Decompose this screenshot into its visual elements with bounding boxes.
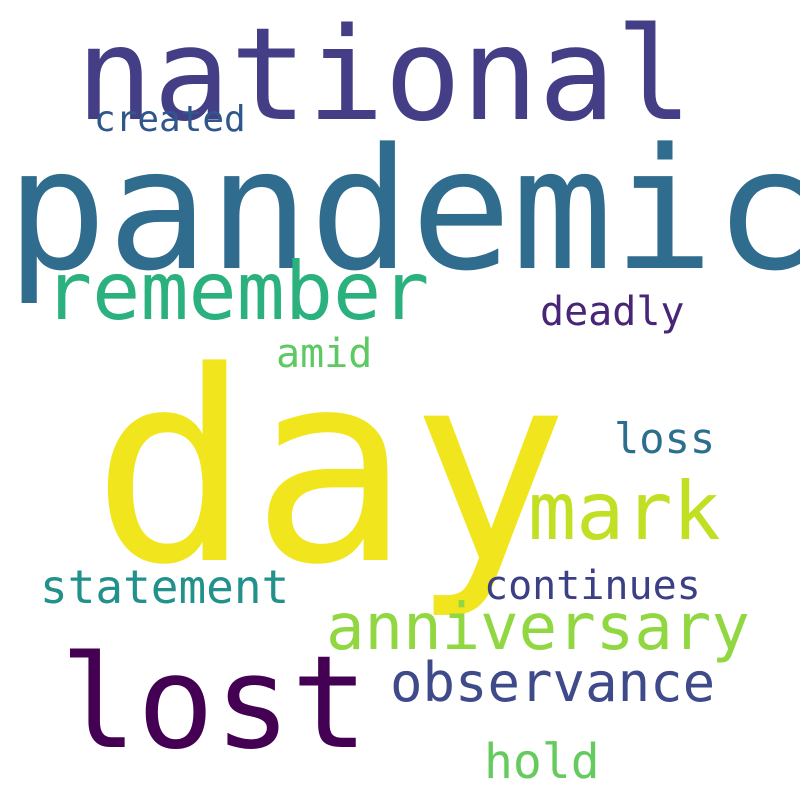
word-national: national	[76, 1, 693, 150]
word-continues: continues	[484, 563, 701, 609]
word-mark: mark	[528, 465, 721, 558]
word-day: day	[92, 316, 569, 623]
word-anniversary: anniversary	[326, 591, 750, 665]
word-deadly: deadly	[540, 289, 685, 335]
word-hold: hold	[484, 734, 600, 790]
word-loss: loss	[614, 414, 716, 463]
word-remember: remember	[44, 245, 430, 338]
word-pandemic: pandemic	[6, 112, 800, 308]
word-statement: statement	[40, 560, 290, 614]
word-amid: amid	[276, 331, 373, 377]
word-observance: observance	[390, 651, 716, 714]
word-created: created	[94, 99, 246, 140]
word-lost: lost	[60, 629, 369, 778]
